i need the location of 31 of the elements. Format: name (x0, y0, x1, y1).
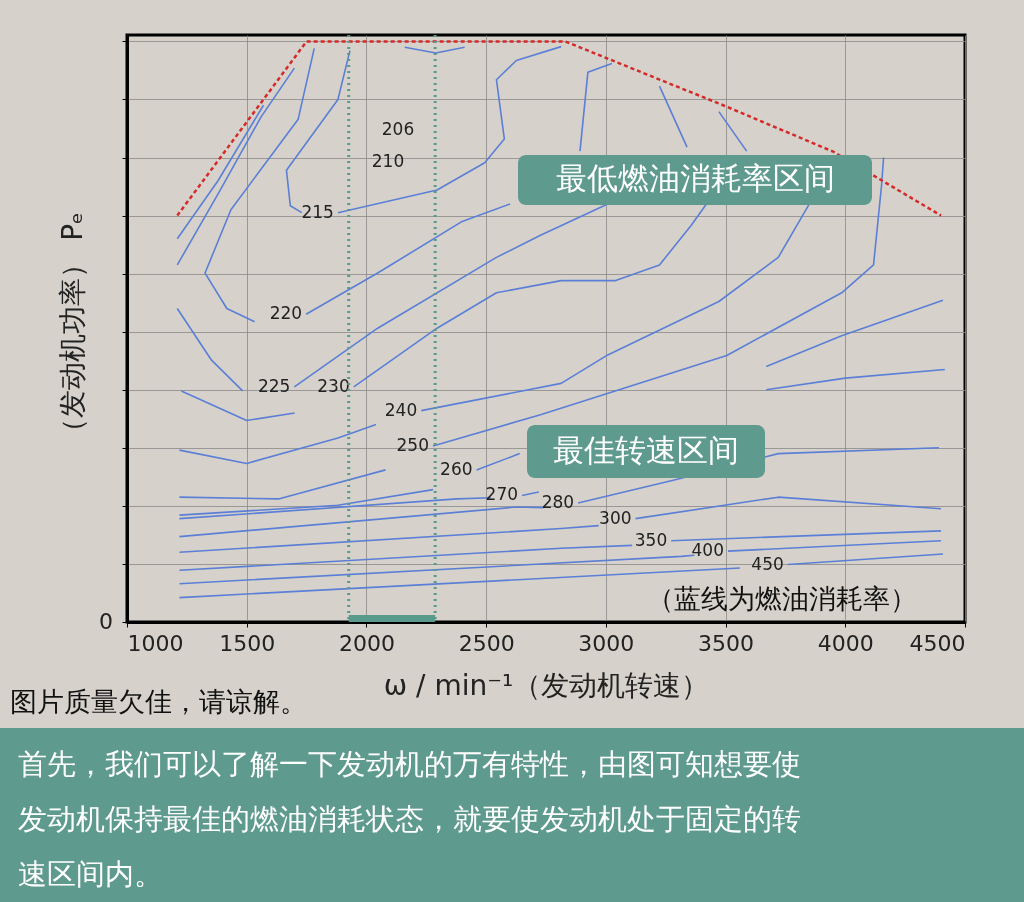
series-label: 400 (691, 540, 724, 561)
x-axis-title: ω / min⁻¹（发动机转速） (383, 668, 710, 702)
x-tick-label: 1500 (219, 630, 276, 656)
x-tick-label: 2500 (458, 630, 515, 656)
text: 0 (99, 609, 113, 634)
series-label: 350 (634, 529, 668, 550)
series-label: 450 (751, 553, 784, 574)
annotation: 最佳转速区间 (553, 432, 739, 468)
annotation: （蓝线为燃油消耗率） (647, 583, 917, 614)
series-label: 250 (396, 435, 429, 456)
series-label: 300 (599, 507, 632, 528)
annotation: 206 (381, 119, 415, 139)
y-axis-title: （发动机功率） Pₑ (56, 212, 89, 446)
series-label: 225 (257, 375, 291, 396)
x-tick-label: 2000 (338, 630, 395, 656)
series-label: 240 (384, 399, 418, 420)
x-tick-label: 3000 (578, 630, 635, 656)
series-label: 270 (485, 484, 519, 505)
x-tick-label: 3500 (698, 630, 755, 656)
x-tick-label: 1000 (127, 630, 184, 656)
series-label: 230 (317, 375, 350, 396)
series-label: 260 (440, 458, 473, 479)
text: 首先，我们可以了解一下发动机的万有特性，由图可知想要使发动机保持最佳的燃油消耗状态，就要使发动机处于固定的转速区间内。 (18, 747, 801, 891)
annotation: 最低燃油消耗率区间 (555, 160, 835, 196)
x-tick-label: 4500 (909, 630, 966, 656)
x-tick-label: 4000 (817, 630, 874, 656)
series-label: 215 (301, 201, 334, 222)
text: 图片质量欠佳，请谅解。 (10, 686, 307, 717)
series-label: 220 (269, 303, 303, 324)
series-label: 280 (541, 491, 575, 512)
annotation: 210 (371, 151, 405, 171)
